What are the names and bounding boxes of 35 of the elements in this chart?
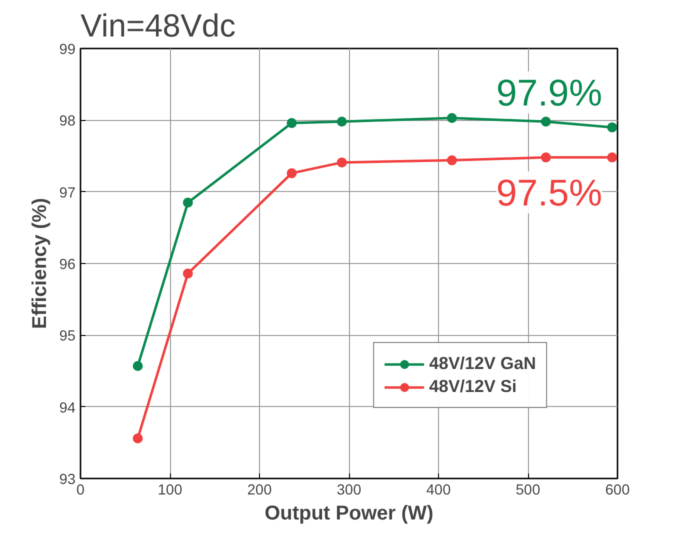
point [607, 122, 618, 132]
point [336, 157, 347, 168]
x-tick-label: 200 [247, 482, 272, 498]
x-tick-label: 100 [158, 482, 182, 498]
point [336, 116, 347, 127]
point [132, 360, 143, 371]
point [446, 155, 457, 166]
point [540, 152, 551, 162]
annotation: 97.9% [496, 71, 602, 114]
x-tick-label: 600 [605, 482, 630, 498]
y-tick-label: 97 [59, 185, 76, 202]
y-tick-label: 98 [59, 114, 76, 130]
x-tick-label: 300 [336, 482, 362, 498]
point [607, 152, 618, 162]
chart-title: Vin=48Vdc [80, 8, 236, 44]
point [286, 118, 297, 128]
point [182, 198, 193, 208]
y-tick-label: 99 [59, 42, 76, 58]
x-tick-label: 0 [76, 482, 85, 498]
point [182, 268, 193, 279]
y-axis-title: Efficiency (%) [29, 198, 52, 330]
y-tick-label: 94 [59, 400, 76, 416]
y-tick-label: 96 [59, 257, 76, 273]
legend-label: 48V/12V GaN [429, 353, 536, 374]
point [286, 168, 297, 178]
x-axis-title: Output Power (W) [264, 502, 434, 524]
annotation: 97.5% [496, 171, 602, 214]
y-tick-label: 93 [59, 472, 76, 488]
x-tick-label: 500 [516, 482, 540, 498]
point [446, 113, 457, 124]
point [132, 433, 143, 444]
legend-label: 48V/12V Si [429, 376, 517, 397]
x-tick-label: 400 [426, 482, 451, 498]
y-tick-label: 95 [59, 328, 76, 345]
point [540, 116, 551, 127]
